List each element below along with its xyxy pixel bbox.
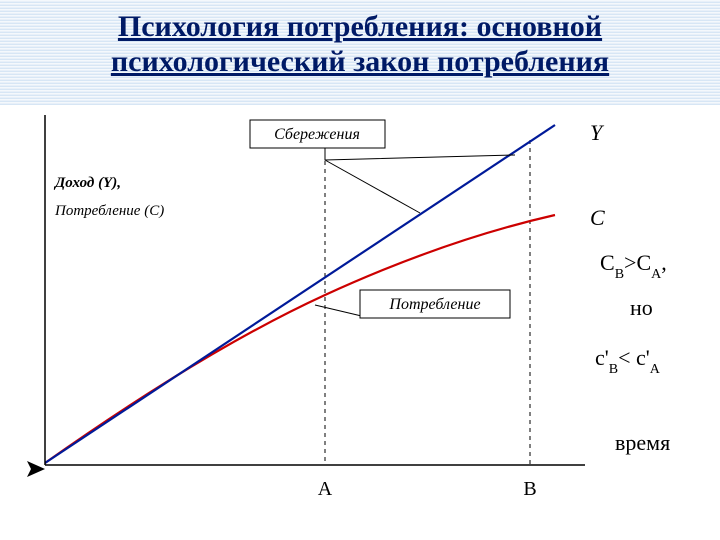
curve-c <box>45 215 555 463</box>
inequality-1: CB>CA, <box>600 250 667 282</box>
label-y-end: Y <box>590 120 605 145</box>
label-income: Доход (Y), <box>53 175 121 191</box>
savings-leader <box>325 148 515 213</box>
tick-b: B <box>523 478 536 500</box>
title-line1: Психология потребления: основной <box>118 10 602 43</box>
tick-a: A <box>318 478 333 500</box>
savings-callout-text: Сбережения <box>274 126 360 143</box>
chart-area: Сбережения Потребление Доход (Y), Потреб… <box>25 115 695 520</box>
label-consumption: Потребление (C) <box>54 203 164 219</box>
slide-title: Психология потребления: основной психоло… <box>0 10 720 79</box>
label-c-end: C <box>590 205 605 230</box>
chart-svg: Сбережения Потребление Доход (Y), Потреб… <box>25 115 695 520</box>
origin-arrow <box>27 461 45 477</box>
consumption-callout-text: Потребление <box>388 296 480 313</box>
but-label: но <box>630 295 653 320</box>
title-line2: психологический закон потребления <box>111 45 609 78</box>
inequality-2: c'B< c'A <box>595 345 661 377</box>
time-label: время <box>615 430 670 455</box>
